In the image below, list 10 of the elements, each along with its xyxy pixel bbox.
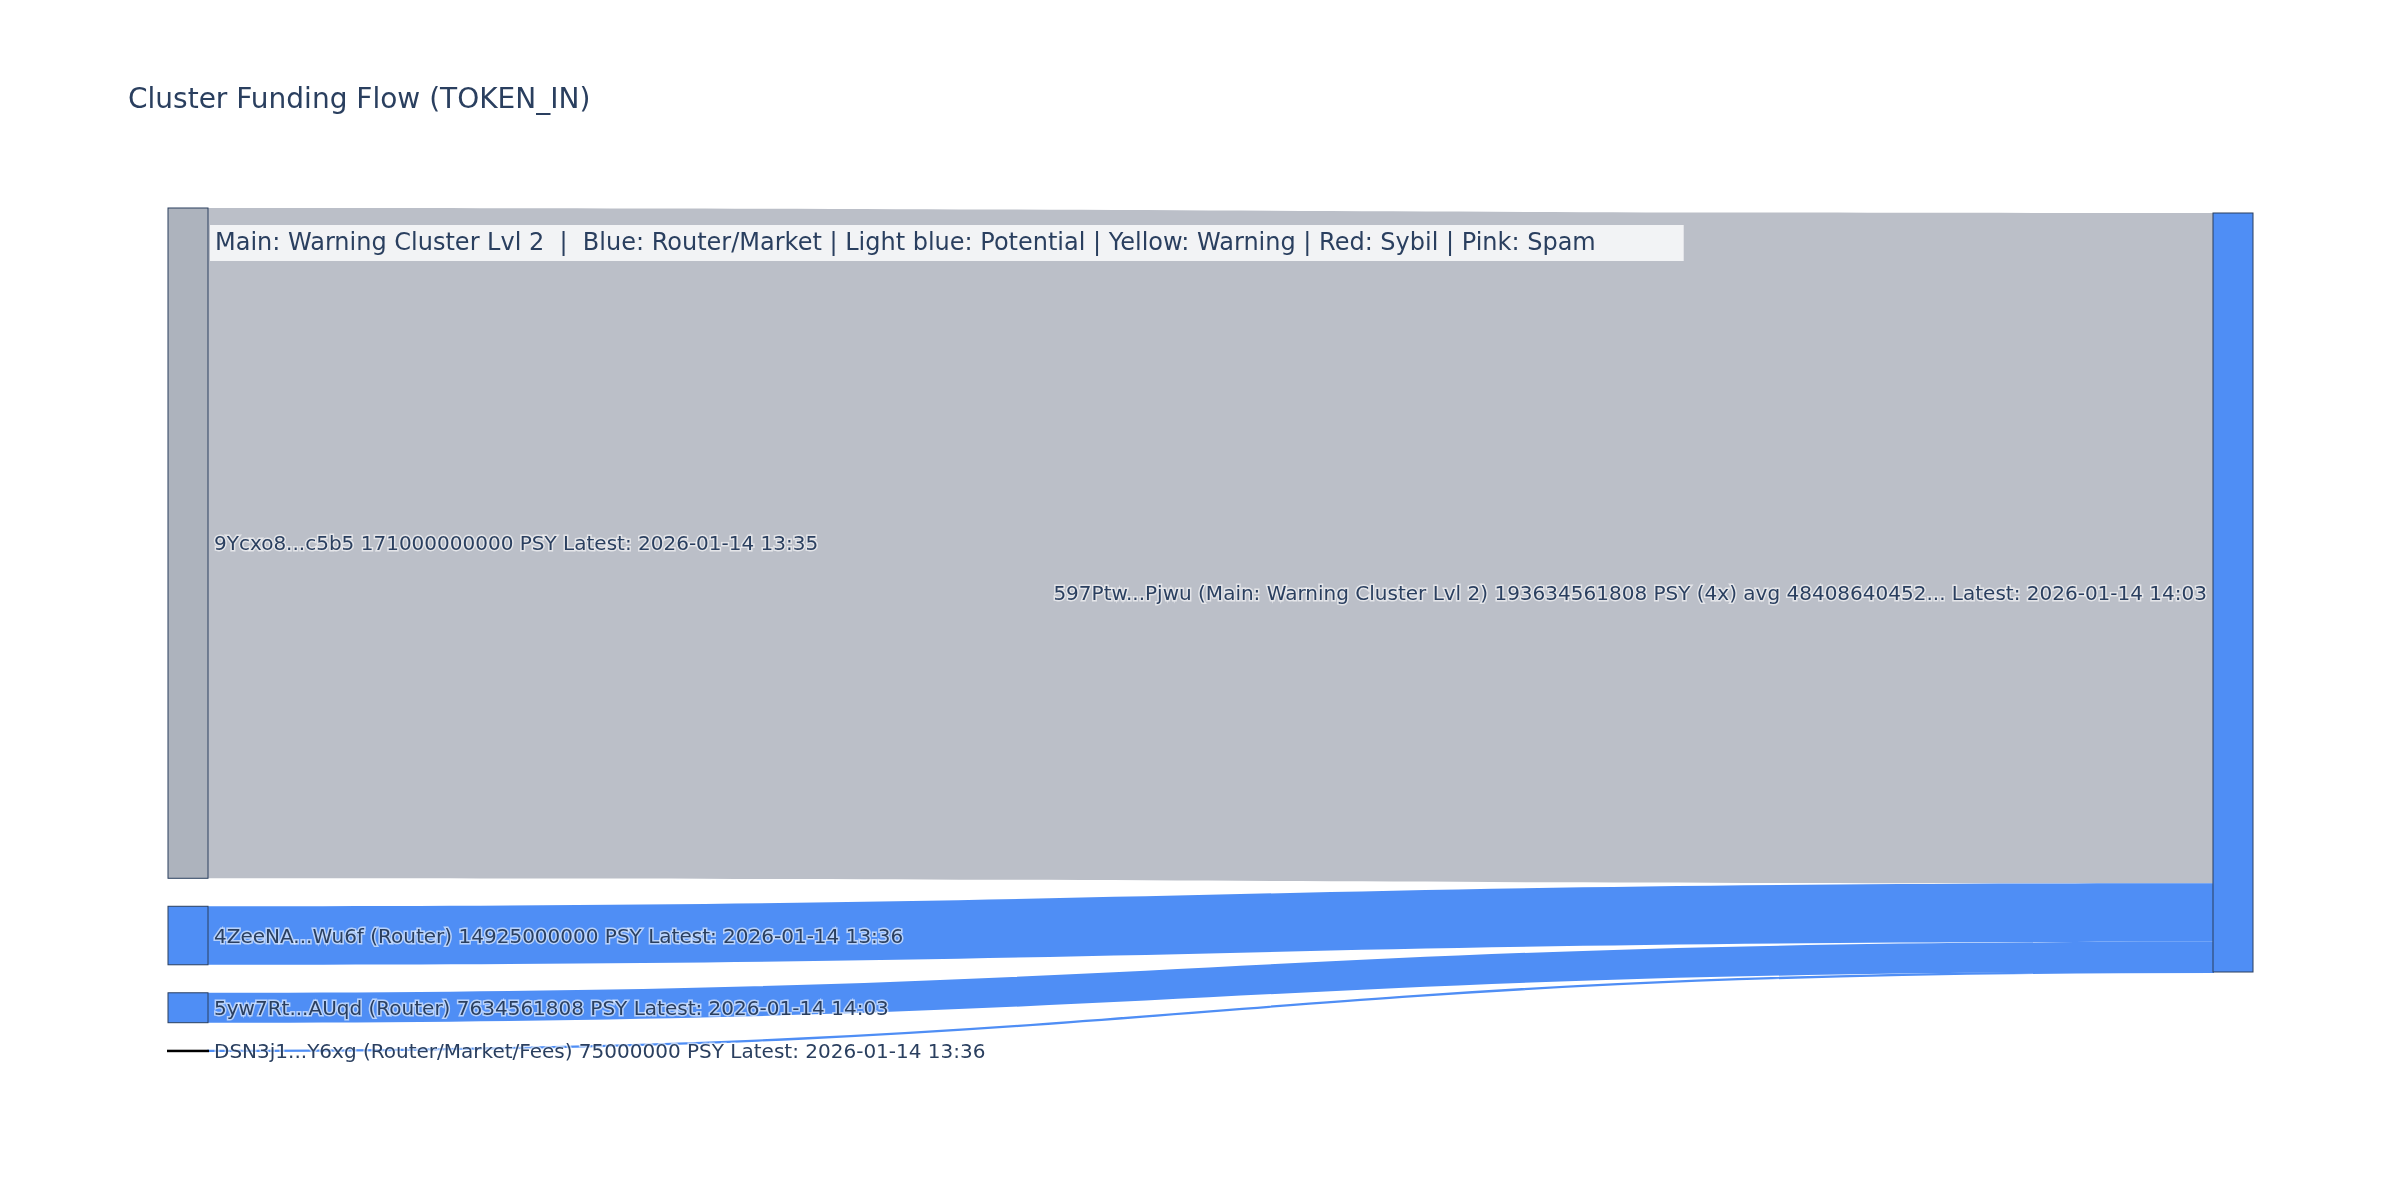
- category-label: 597Ptw...Pjwu (Main: Warning Cluster Lvl 2): [1053, 580, 1489, 605]
- category-label: 9Ycxo8...c5b5: [214, 531, 355, 556]
- data-label: 193634561808 PSY (4x) avg 48408640452... Latest: 2026-01-14 14:03: [1488, 580, 2207, 605]
- text: Main: Warning Cluster Lvl 2 | Blue: Router/Market | Light blue: Potential | Yellow: Warning | Red: Sybil | Pink: Spam: [215, 228, 1596, 257]
- data-label: 14925000000 PSY Latest: 2026-01-14 13:36: [452, 923, 904, 948]
- category-label: 5yw7Rt...AUqd (Router): [214, 995, 451, 1020]
- data-label: 171000000000 PSY Latest: 2026-01-14 13:35: [354, 531, 819, 556]
- category-label: 4ZeeNA...Wu6f (Router): [214, 923, 453, 948]
- text: Cluster Funding Flow (TOKEN_IN): [128, 82, 591, 115]
- data-label: 75000000 PSY Latest: 2026-01-14 13:36: [572, 1038, 986, 1063]
